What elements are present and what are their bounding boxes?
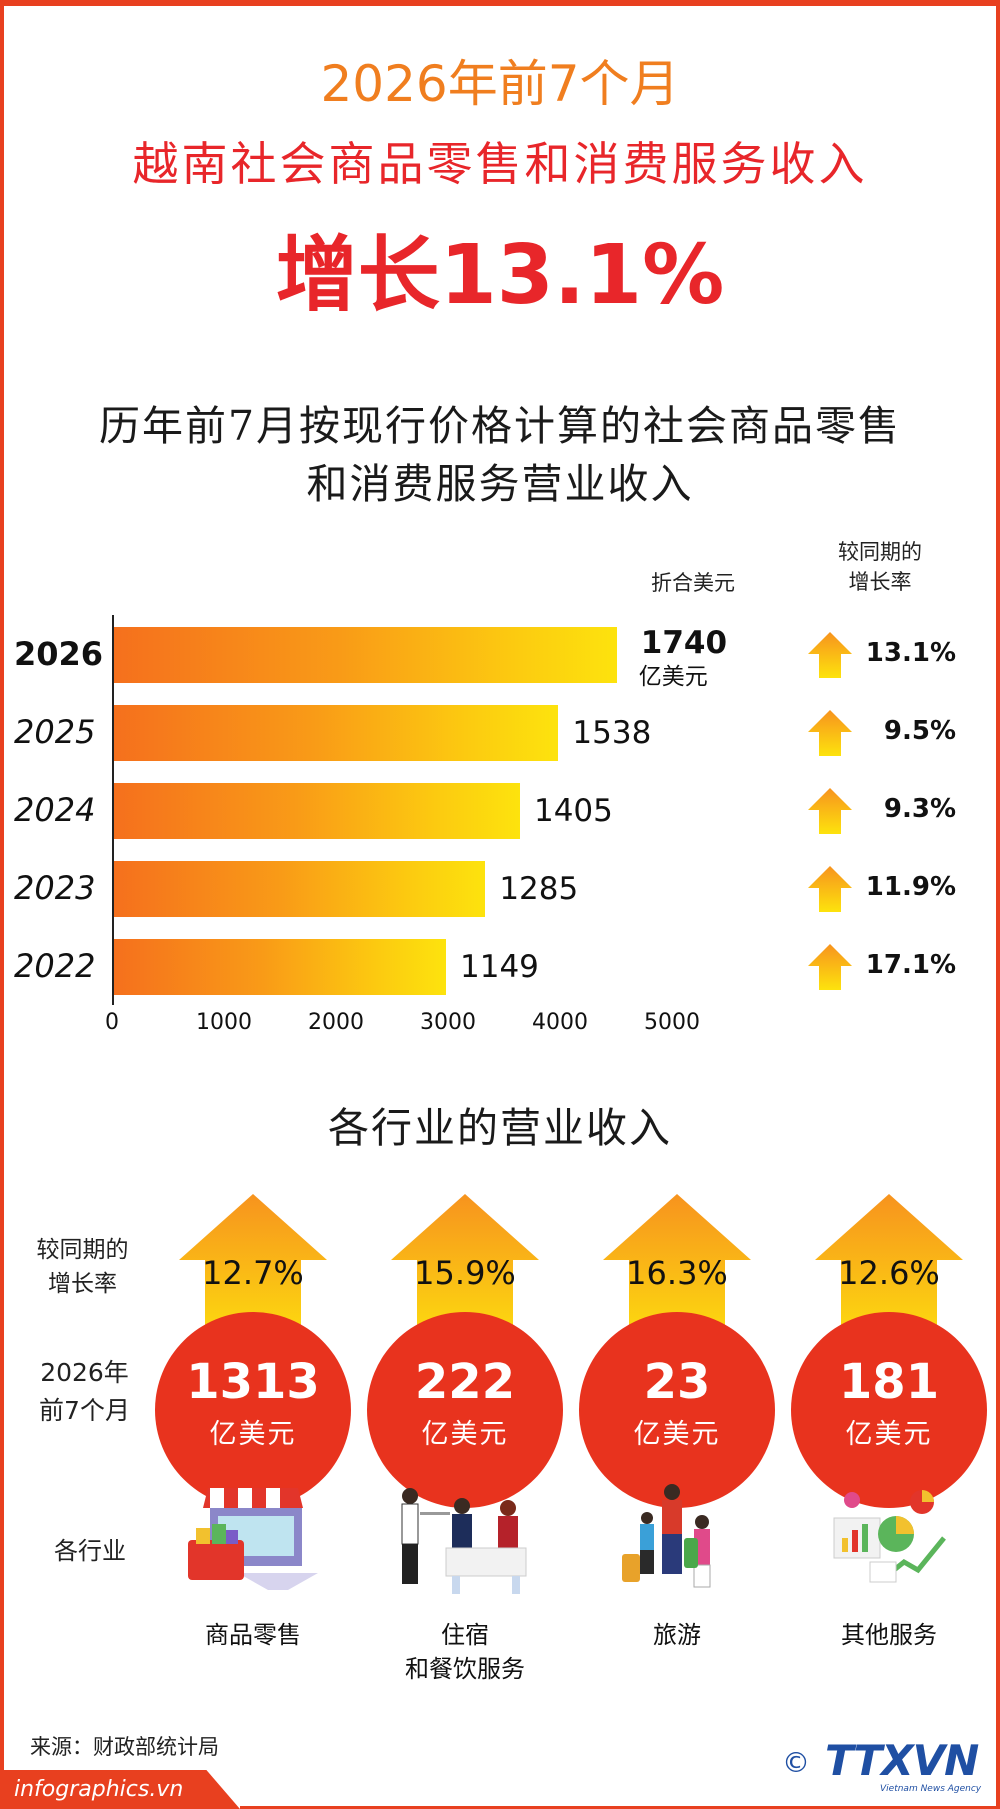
restaurant-dining-icon — [401, 1488, 527, 1594]
footer-url: infographics.vn — [14, 1777, 184, 1802]
bar-value-label: 1538 — [572, 715, 652, 751]
sector-name: 住宿 和餐饮服务 — [365, 1618, 565, 1686]
sector-value: 222 — [414, 1354, 516, 1410]
sector-growth-rate: 16.3% — [626, 1254, 728, 1292]
bar-value-label: 1149 — [460, 949, 539, 985]
sector-value-circle — [155, 1312, 351, 1508]
ttxvn-logo: TTXVN — [825, 1736, 979, 1785]
growth-rate: 9.5% — [883, 716, 956, 746]
year-label: 2023 — [14, 869, 96, 907]
source-note: 来源：财政部统计局 — [30, 1735, 219, 1759]
label-growth: 较同期的 增长率 — [20, 1233, 145, 1301]
sector-growth-rate: 12.6% — [838, 1254, 940, 1292]
ttxvn-logo-subtitle: Vietnam News Agency — [880, 1784, 982, 1794]
up-arrow-icon — [808, 788, 852, 834]
sector-growth-rate: 12.7% — [202, 1254, 304, 1292]
growth-arrow-icon — [391, 1194, 539, 1354]
footer-line — [240, 1806, 1000, 1809]
x-tick-label: 1000 — [196, 1010, 252, 1035]
up-arrow-icon — [808, 710, 852, 756]
sector-value-circle — [367, 1312, 563, 1508]
year-label: 2022 — [14, 947, 96, 985]
sector-name-line1: 住宿 — [441, 1621, 489, 1649]
year-label: 2024 — [14, 791, 96, 829]
sector-name: 其他服务 — [789, 1618, 989, 1652]
column-header-growth-line1: 较同期的 — [838, 540, 922, 564]
column-header-growth: 较同期的 增长率 — [815, 537, 945, 597]
sector-value-unit: 亿美元 — [421, 1419, 509, 1450]
sector-section-title: 各行业的营业收入 — [328, 1104, 672, 1152]
sector-name-line1: 商品零售 — [205, 1621, 301, 1649]
bar-value-label: 1740 — [640, 625, 728, 661]
label-period-line1: 2026年 — [40, 1358, 129, 1387]
sector-value-unit: 亿美元 — [845, 1419, 933, 1450]
growth-arrow-icon — [815, 1194, 963, 1354]
label-period-line2: 前7个月 — [39, 1396, 130, 1425]
sector-value-circle — [791, 1312, 987, 1508]
business-charts-icon — [833, 1490, 946, 1583]
chart-title-line1: 历年前7月按现行价格计算的社会商品零售 — [98, 402, 902, 450]
x-tick-label: 0 — [105, 1010, 119, 1035]
bar-2024 — [114, 783, 520, 839]
x-tick-label: 4000 — [532, 1010, 588, 1035]
column-header-usd: 折合美元 — [651, 571, 735, 595]
sector-value: 181 — [838, 1354, 940, 1410]
growth-rate: 9.3% — [883, 794, 956, 824]
label-growth-line1: 较同期的 — [36, 1237, 129, 1263]
label-period: 2026年 前7个月 — [22, 1354, 147, 1430]
up-arrow-icon — [808, 866, 852, 912]
sector-value-unit: 亿美元 — [209, 1419, 297, 1450]
header-headline: 增长13.1% — [275, 228, 725, 323]
growth-arrow-icon — [179, 1194, 327, 1354]
sector-name-line1: 其他服务 — [841, 1621, 937, 1649]
label-sector: 各行业 — [54, 1537, 126, 1565]
growth-arrow-icon — [603, 1194, 751, 1354]
sector-value: 23 — [643, 1354, 711, 1410]
growth-rate: 13.1% — [865, 638, 956, 668]
header-subject: 越南社会商品零售和消费服务收入 — [132, 137, 868, 191]
bar-2022 — [114, 939, 446, 995]
bar-2026 — [114, 627, 617, 683]
bar-value-label: 1405 — [533, 793, 613, 829]
header-period: 2026年前7个月 — [320, 55, 680, 113]
sector-value-unit: 亿美元 — [633, 1419, 721, 1450]
footer-band — [0, 1770, 240, 1809]
up-arrow-icon — [808, 944, 852, 990]
sector-name: 旅游 — [577, 1618, 777, 1652]
sector-value-circle — [579, 1312, 775, 1508]
bar-2025 — [114, 705, 559, 761]
shop-basket-icon — [188, 1488, 318, 1590]
bar-2023 — [114, 861, 486, 917]
up-arrow-icon — [808, 632, 852, 678]
sector-name-line2: 和餐饮服务 — [405, 1655, 525, 1683]
copyright-icon: © — [782, 1746, 810, 1779]
x-tick-label: 5000 — [644, 1010, 700, 1035]
x-tick-label: 2000 — [308, 1010, 364, 1035]
growth-rate: 17.1% — [865, 950, 956, 980]
top-border — [0, 0, 1000, 6]
sector-name-line1: 旅游 — [653, 1621, 701, 1649]
sector-growth-rate: 15.9% — [414, 1254, 516, 1292]
travelers-luggage-icon — [622, 1484, 711, 1588]
x-tick-label: 3000 — [420, 1010, 476, 1035]
growth-rate: 11.9% — [865, 872, 956, 902]
year-label: 2025 — [14, 713, 96, 751]
bar-value-unit: 亿美元 — [638, 664, 708, 690]
bar-value-label: 1285 — [499, 871, 579, 907]
year-label: 2026 — [14, 635, 104, 673]
chart-y-axis — [112, 615, 114, 1005]
sector-value: 1313 — [186, 1354, 320, 1410]
sector-name: 商品零售 — [153, 1618, 353, 1652]
label-growth-line2: 增长率 — [48, 1271, 117, 1297]
column-header-growth-line2: 增长率 — [848, 570, 912, 594]
chart-title-line2: 和消费服务营业收入 — [306, 460, 694, 508]
